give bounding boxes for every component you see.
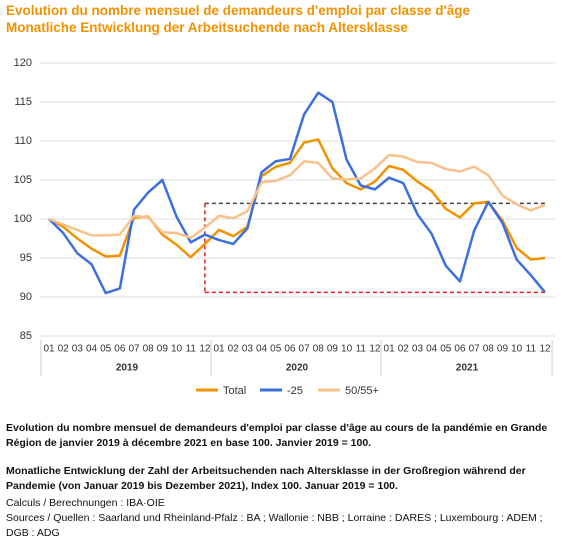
x-tick-label: 12 <box>199 344 211 355</box>
x-tick-label: 08 <box>143 344 155 355</box>
y-tick-label: 115 <box>14 96 32 108</box>
x-tick-label: 03 <box>72 344 84 355</box>
x-tick-label: 09 <box>157 344 169 355</box>
x-tick-label: 03 <box>242 344 254 355</box>
x-tick-label: 09 <box>327 344 339 355</box>
caption-de: Monatliche Entwicklung der Zahl der Arbe… <box>6 465 526 492</box>
x-tick-label: 01 <box>213 344 225 355</box>
y-tick-label: 95 <box>20 252 32 264</box>
x-tick-label: 01 <box>43 344 55 355</box>
y-tick-label: 105 <box>14 174 32 186</box>
group-label: 2020 <box>286 363 309 374</box>
x-tick-label: 11 <box>526 344 537 355</box>
x-tick-label: 01 <box>384 344 396 355</box>
x-tick-label: 03 <box>412 344 424 355</box>
x-tick-label: 07 <box>299 344 311 355</box>
chart-subtitle: Monatliche Entwicklung der Arbeitsuchend… <box>6 20 408 35</box>
x-tick-label: 07 <box>128 344 140 355</box>
x-tick-label: 12 <box>539 344 551 355</box>
x-tick-label: 02 <box>228 344 240 355</box>
x-tick-label: 04 <box>256 344 268 355</box>
y-tick-label: 100 <box>14 213 32 225</box>
x-tick-label: 05 <box>270 344 282 355</box>
x-tick-label: 08 <box>483 344 495 355</box>
x-tick-label: 09 <box>497 344 509 355</box>
chart-title: Evolution du nombre mensuel de demandeur… <box>6 3 471 18</box>
x-tick-label: 12 <box>369 344 381 355</box>
x-tick-label: 06 <box>114 344 126 355</box>
x-tick-label: 02 <box>58 344 70 355</box>
caption-calc: Calculs / Berechnungen : IBA·OIE <box>6 497 165 509</box>
group-label: 2021 <box>456 363 479 374</box>
x-tick-label: 05 <box>440 344 452 355</box>
group-label: 2019 <box>116 363 139 374</box>
series-line <box>48 153 546 239</box>
legend-label: -25 <box>287 385 303 397</box>
x-tick-label: 08 <box>313 344 325 355</box>
caption-fr: Evolution du nombre mensuel de demandeur… <box>6 422 548 449</box>
series-line <box>48 91 546 295</box>
caption-sources: Sources / Quellen : Saarland und Rheinla… <box>6 512 543 539</box>
x-tick-label: 04 <box>426 344 438 355</box>
x-tick-label: 04 <box>86 344 98 355</box>
x-tick-label: 10 <box>171 344 183 355</box>
y-tick-label: 85 <box>20 330 32 342</box>
legend-label: Total <box>223 385 246 397</box>
y-tick-label: 120 <box>14 57 32 69</box>
x-tick-label: 02 <box>398 344 410 355</box>
x-tick-label: 06 <box>454 344 466 355</box>
y-tick-label: 90 <box>20 291 32 303</box>
x-tick-label: 06 <box>284 344 296 355</box>
x-tick-label: 07 <box>469 344 481 355</box>
x-tick-label: 11 <box>356 344 367 355</box>
x-tick-label: 11 <box>186 344 197 355</box>
legend-label: 50/55+ <box>345 385 379 397</box>
x-tick-label: 05 <box>100 344 112 355</box>
y-tick-label: 110 <box>14 135 32 147</box>
x-tick-label: 10 <box>341 344 353 355</box>
x-tick-label: 10 <box>511 344 523 355</box>
